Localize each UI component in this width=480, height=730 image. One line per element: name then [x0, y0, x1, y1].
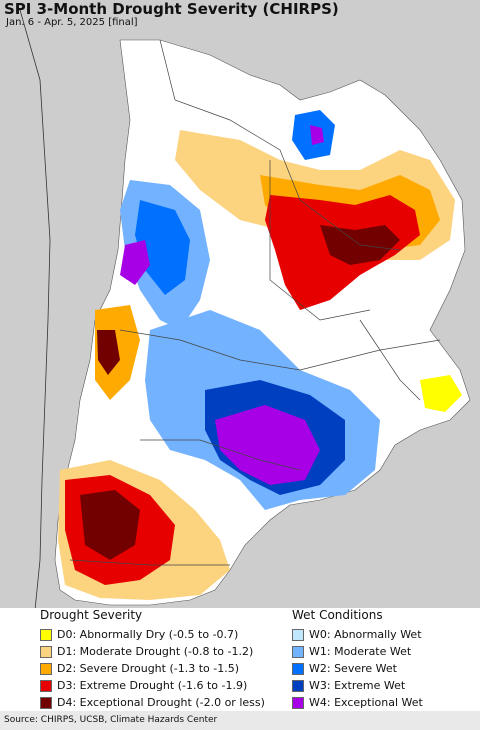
legend-item-d1: D1: Moderate Drought (-0.8 to -1.2) — [40, 643, 265, 660]
legend-item-d3: D3: Extreme Drought (-1.6 to -1.9) — [40, 677, 265, 694]
legend-label-w4: W4: Exceptional Wet — [309, 696, 423, 709]
map-svg — [19, 9, 471, 610]
region-w2-west — [135, 200, 190, 295]
region-w4-west — [120, 240, 150, 285]
legend-wet-title: Wet Conditions — [292, 608, 383, 622]
legend-label-d3: D3: Extreme Drought (-1.6 to -1.9) — [57, 679, 248, 692]
legend-item-w2: W2: Severe Wet — [292, 660, 423, 677]
legend-swatch-w3 — [292, 679, 304, 692]
region-d4-west — [97, 330, 120, 375]
region-d0-east — [420, 375, 462, 412]
legend-label-w1: W1: Moderate Wet — [309, 645, 412, 658]
legend-item-w0: W0: Abnormally Wet — [292, 626, 423, 643]
legend-item-w3: W3: Extreme Wet — [292, 677, 423, 694]
legend-swatch-d4 — [40, 696, 52, 709]
legend: Drought Severity D0: Abnormally Dry (-0.… — [0, 608, 480, 712]
legend-swatch-d3 — [40, 679, 52, 692]
map-title: SPI 3-Month Drought Severity (CHIRPS) — [4, 0, 339, 18]
legend-swatch-w2 — [292, 662, 304, 675]
legend-item-d0: D0: Abnormally Dry (-0.5 to -0.7) — [40, 626, 265, 643]
legend-label-w3: W3: Extreme Wet — [309, 679, 406, 692]
region-w4-central — [215, 405, 320, 485]
legend-drought-title: Drought Severity — [40, 608, 143, 622]
legend-label-w0: W0: Abnormally Wet — [309, 628, 422, 641]
legend-swatch-w4 — [292, 696, 304, 709]
legend-item-d2: D2: Severe Drought (-1.3 to -1.5) — [40, 660, 265, 677]
legend-item-d4: D4: Exceptional Drought (-2.0 or less) — [40, 694, 265, 711]
source-footer: Source: CHIRPS, UCSB, Climate Hazards Ce… — [0, 711, 480, 730]
legend-item-w4: W4: Exceptional Wet — [292, 694, 423, 711]
region-d4-south — [80, 490, 140, 560]
legend-wet: Wet Conditions W0: Abnormally Wet W1: Mo… — [292, 608, 423, 711]
legend-label-d2: D2: Severe Drought (-1.3 to -1.5) — [57, 662, 240, 675]
legend-swatch-d0 — [40, 628, 52, 641]
legend-label-d0: D0: Abnormally Dry (-0.5 to -0.7) — [57, 628, 239, 641]
map-header: SPI 3-Month Drought Severity (CHIRPS) Ja… — [0, 0, 480, 38]
legend-drought: Drought Severity D0: Abnormally Dry (-0.… — [40, 608, 265, 711]
pacific-coastline — [19, 9, 51, 610]
legend-label-d4: D4: Exceptional Drought (-2.0 or less) — [57, 696, 265, 709]
legend-swatch-d1 — [40, 645, 52, 658]
legend-swatch-w0 — [292, 628, 304, 641]
legend-item-w1: W1: Moderate Wet — [292, 643, 423, 660]
legend-swatch-d2 — [40, 662, 52, 675]
country-borders — [69, 39, 441, 566]
legend-swatch-w1 — [292, 645, 304, 658]
legend-label-w2: W2: Severe Wet — [309, 662, 397, 675]
region-w4-north — [310, 125, 324, 145]
map-subtitle: Jan. 6 - Apr. 5, 2025 [final] — [6, 17, 138, 28]
map-area — [0, 0, 480, 610]
legend-label-d1: D1: Moderate Drought (-0.8 to -1.2) — [57, 645, 254, 658]
